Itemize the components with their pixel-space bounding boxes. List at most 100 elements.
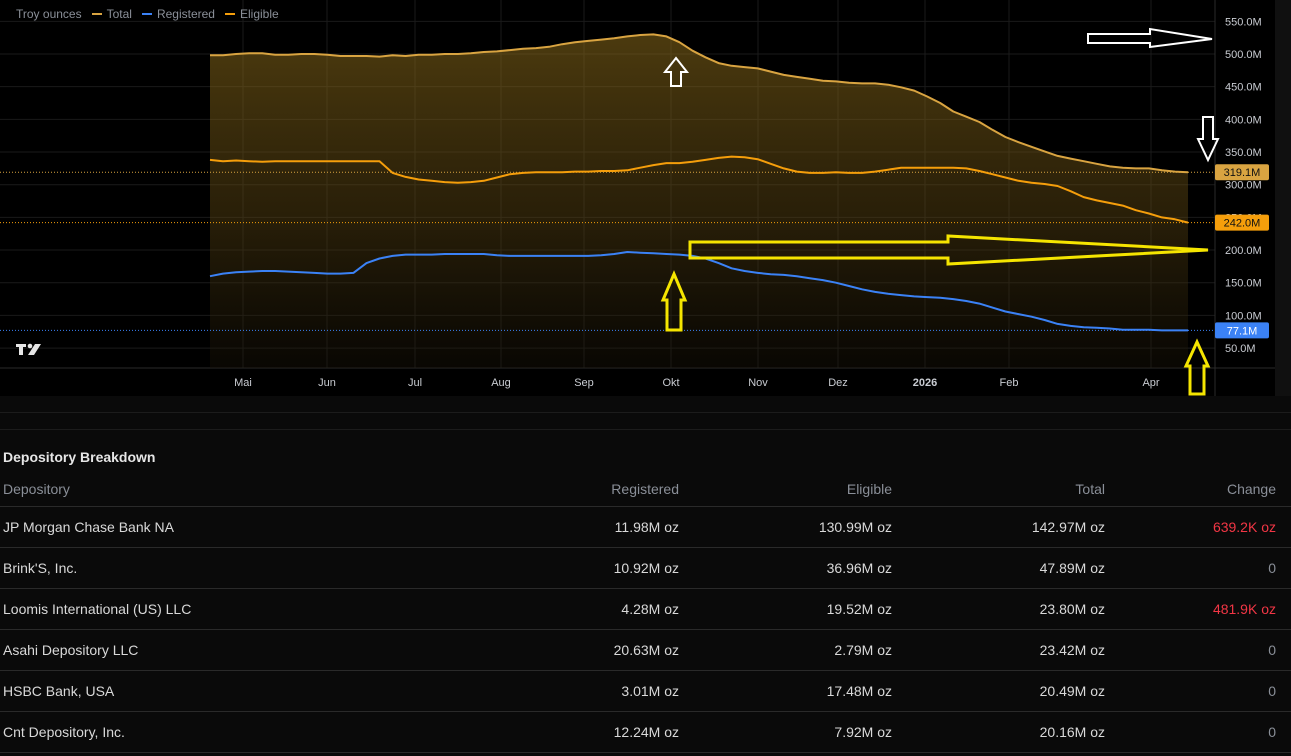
legend-label-registered: Registered xyxy=(156,7,215,21)
table-row[interactable]: Brink'S, Inc. 10.92M oz 36.96M oz 47.89M… xyxy=(0,547,1291,589)
price-badge-label: 242.0M xyxy=(1224,218,1261,230)
y-tick-label: 450.0M xyxy=(1225,82,1262,94)
x-tick-label: Okt xyxy=(662,377,679,389)
cell-change: 0 xyxy=(1105,629,1291,671)
x-tick-label: Feb xyxy=(1000,377,1019,389)
cell-eligible: 130.99M oz xyxy=(679,506,892,548)
legend-label-total: Total xyxy=(106,7,132,21)
annotation-arrow-right-icon xyxy=(688,234,1209,266)
chart-panel[interactable]: 550.0M500.0M450.0M400.0M350.0M300.0M250.… xyxy=(0,0,1275,396)
cell-total: 23.42M oz xyxy=(892,629,1105,671)
cell-registered: 20.63M oz xyxy=(443,629,679,671)
divider xyxy=(0,412,1291,413)
cell-eligible: 17.48M oz xyxy=(679,670,892,712)
annotation-arrow-down-icon xyxy=(1196,116,1220,163)
cell-eligible: 36.96M oz xyxy=(679,547,892,589)
annotation-arrow-up-icon xyxy=(662,56,690,87)
x-tick-label: Mai xyxy=(234,377,252,389)
cell-total: 20.49M oz xyxy=(892,670,1105,712)
x-tick-label: Jul xyxy=(408,377,422,389)
x-tick-label: Sep xyxy=(574,377,594,389)
x-axis[interactable]: Mai Jun Jul Aug Sep Okt Nov Dez 2026 Feb Apr xyxy=(234,377,1160,389)
table-row[interactable]: Loomis International (US) LLC 4.28M oz 1… xyxy=(0,588,1291,630)
x-tick-label: Apr xyxy=(1142,377,1159,389)
y-tick-label: 500.0M xyxy=(1225,49,1262,61)
column-header-total[interactable]: Total xyxy=(892,472,1105,507)
cell-change: 0 xyxy=(1105,547,1291,589)
scrollbar[interactable] xyxy=(1275,0,1291,396)
cell-eligible: 7.92M oz xyxy=(679,711,892,753)
legend-item-registered[interactable]: Registered xyxy=(141,7,215,21)
y-axis[interactable]: 550.0M500.0M450.0M400.0M350.0M300.0M250.… xyxy=(1225,16,1262,355)
x-tick-label: Jun xyxy=(318,377,336,389)
y-tick-label: 100.0M xyxy=(1225,310,1262,322)
y-tick-label: 550.0M xyxy=(1225,16,1262,28)
legend-item-eligible[interactable]: Eligible xyxy=(224,7,279,21)
total-area-fill xyxy=(210,34,1188,369)
cell-total: 47.89M oz xyxy=(892,547,1105,589)
table-header-row: Depository Registered Eligible Total Cha… xyxy=(0,472,1291,507)
cell-depository: HSBC Bank, USA xyxy=(0,670,443,712)
chart-legend: Troy ounces Total Registered Eligible xyxy=(16,7,279,21)
table-row[interactable]: Asahi Depository LLC 20.63M oz 2.79M oz … xyxy=(0,629,1291,671)
price-badges: 319.1M 242.0M 77.1M xyxy=(1215,164,1269,339)
cell-eligible: 2.79M oz xyxy=(679,629,892,671)
cell-total: 20.16M oz xyxy=(892,711,1105,753)
column-header-registered[interactable]: Registered xyxy=(443,472,679,507)
cell-registered: 3.01M oz xyxy=(443,670,679,712)
table-row[interactable]: Cnt Depository, Inc. 12.24M oz 7.92M oz … xyxy=(0,711,1291,753)
legend-label-eligible: Eligible xyxy=(239,7,279,21)
cell-depository: Cnt Depository, Inc. xyxy=(0,711,443,753)
annotation-arrow-right-icon xyxy=(1087,27,1213,49)
y-tick-label: 200.0M xyxy=(1225,245,1262,257)
y-tick-label: 300.0M xyxy=(1225,180,1262,192)
y-tick-label: 350.0M xyxy=(1225,147,1262,159)
price-badge xyxy=(1215,164,1269,181)
price-badge-label: 77.1M xyxy=(1227,325,1258,337)
column-header-change[interactable]: Change xyxy=(1105,472,1291,507)
legend-item-total[interactable]: Total xyxy=(91,7,132,21)
table-row[interactable]: HSBC Bank, USA 3.01M oz 17.48M oz 20.49M… xyxy=(0,670,1291,712)
legend-units: Troy ounces xyxy=(16,7,82,21)
divider xyxy=(0,429,1291,430)
x-tick-label: Dez xyxy=(828,377,848,389)
cell-change: 0 xyxy=(1105,711,1291,753)
cell-depository: Asahi Depository LLC xyxy=(0,629,443,671)
cell-total: 142.97M oz xyxy=(892,506,1105,548)
x-tick-label: Aug xyxy=(491,377,511,389)
cell-change: 639.2K oz xyxy=(1105,506,1291,548)
cell-registered: 11.98M oz xyxy=(443,506,679,548)
series-line-total[interactable] xyxy=(210,33,1189,174)
table-title: Depository Breakdown xyxy=(3,449,156,465)
cell-depository: Brink'S, Inc. xyxy=(0,547,443,589)
y-tick-label: 50.0M xyxy=(1225,343,1256,355)
series-line-eligible[interactable] xyxy=(209,155,1189,224)
depository-table: Depository Registered Eligible Total Cha… xyxy=(0,472,1291,753)
stock-chart[interactable]: 550.0M500.0M450.0M400.0M350.0M300.0M250.… xyxy=(0,0,1275,396)
annotations xyxy=(660,27,1220,396)
price-badge xyxy=(1215,322,1269,339)
cell-depository: JP Morgan Chase Bank NA xyxy=(0,506,443,548)
column-header-depository[interactable]: Depository xyxy=(0,472,443,507)
tradingview-logo-icon[interactable] xyxy=(16,343,41,355)
cell-total: 23.80M oz xyxy=(892,588,1105,630)
x-tick-label: Nov xyxy=(748,377,768,389)
legend-swatch-eligible xyxy=(224,13,235,15)
y-tick-label: 400.0M xyxy=(1225,114,1262,126)
cell-change: 0 xyxy=(1105,670,1291,712)
y-tick-label: 150.0M xyxy=(1225,278,1262,290)
cell-registered: 12.24M oz xyxy=(443,711,679,753)
cell-registered: 10.92M oz xyxy=(443,547,679,589)
area-fill xyxy=(210,34,1188,369)
annotation-arrow-up-icon xyxy=(660,270,688,332)
cell-registered: 4.28M oz xyxy=(443,588,679,630)
price-badge xyxy=(1215,214,1269,231)
cell-eligible: 19.52M oz xyxy=(679,588,892,630)
legend-swatch-total xyxy=(91,13,102,15)
legend-swatch-registered xyxy=(141,13,152,15)
table-row[interactable]: JP Morgan Chase Bank NA 11.98M oz 130.99… xyxy=(0,506,1291,548)
price-badge-label: 319.1M xyxy=(1224,167,1261,179)
annotation-arrow-up-icon xyxy=(1183,338,1211,396)
x-tick-label: 2026 xyxy=(913,377,937,389)
column-header-eligible[interactable]: Eligible xyxy=(679,472,892,507)
